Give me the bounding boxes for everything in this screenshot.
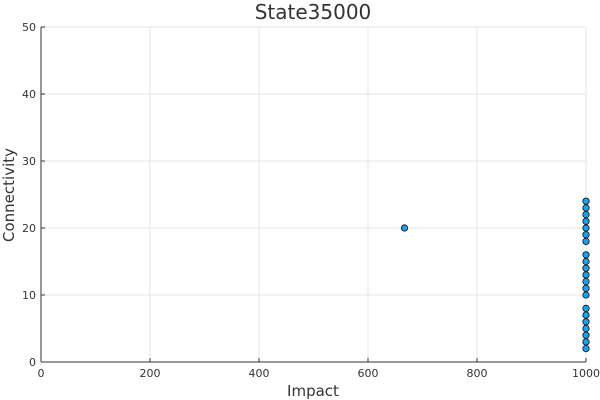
x-tick-label: 200 bbox=[140, 367, 161, 380]
data-point bbox=[582, 211, 590, 219]
data-point bbox=[582, 251, 590, 259]
x-axis-ticks: 0 200 400 600 800 1000 bbox=[38, 358, 600, 380]
data-point bbox=[582, 284, 590, 292]
grid-lines bbox=[40, 26, 587, 363]
data-point bbox=[582, 338, 590, 346]
data-point bbox=[582, 231, 590, 239]
data-point bbox=[582, 324, 590, 333]
y-axis-ticks: 0 10 20 30 40 50 bbox=[22, 21, 45, 369]
data-point bbox=[582, 311, 590, 319]
data-point bbox=[582, 197, 590, 205]
x-tick-label: 0 bbox=[38, 367, 45, 380]
data-point bbox=[582, 217, 590, 225]
data-point bbox=[582, 204, 590, 212]
data-point bbox=[582, 331, 590, 339]
y-tick-label: 0 bbox=[29, 356, 36, 369]
data-point bbox=[582, 224, 590, 232]
x-tick-label: 1000 bbox=[572, 367, 600, 380]
data-point bbox=[582, 264, 590, 272]
data-point bbox=[582, 304, 590, 312]
y-tick-label: 50 bbox=[22, 21, 36, 34]
y-tick-label: 20 bbox=[22, 222, 36, 235]
y-tick-label: 10 bbox=[22, 289, 36, 302]
chart-title: State35000 bbox=[255, 0, 372, 24]
data-point bbox=[582, 344, 590, 353]
data-point bbox=[582, 237, 590, 245]
y-tick-label: 30 bbox=[22, 155, 36, 168]
x-tick-label: 400 bbox=[249, 367, 270, 380]
data-point bbox=[582, 291, 590, 299]
x-tick-label: 600 bbox=[358, 367, 379, 380]
data-point bbox=[582, 271, 590, 279]
data-points bbox=[400, 197, 590, 353]
data-point bbox=[582, 318, 590, 326]
x-tick-label: 800 bbox=[467, 367, 488, 380]
data-point bbox=[582, 277, 590, 286]
data-point bbox=[400, 224, 409, 232]
y-tick-label: 40 bbox=[22, 88, 36, 101]
data-point bbox=[582, 257, 590, 266]
x-axis-label: Impact bbox=[287, 382, 339, 400]
axes bbox=[40, 27, 586, 363]
y-axis-label: Connectivity bbox=[0, 148, 18, 242]
